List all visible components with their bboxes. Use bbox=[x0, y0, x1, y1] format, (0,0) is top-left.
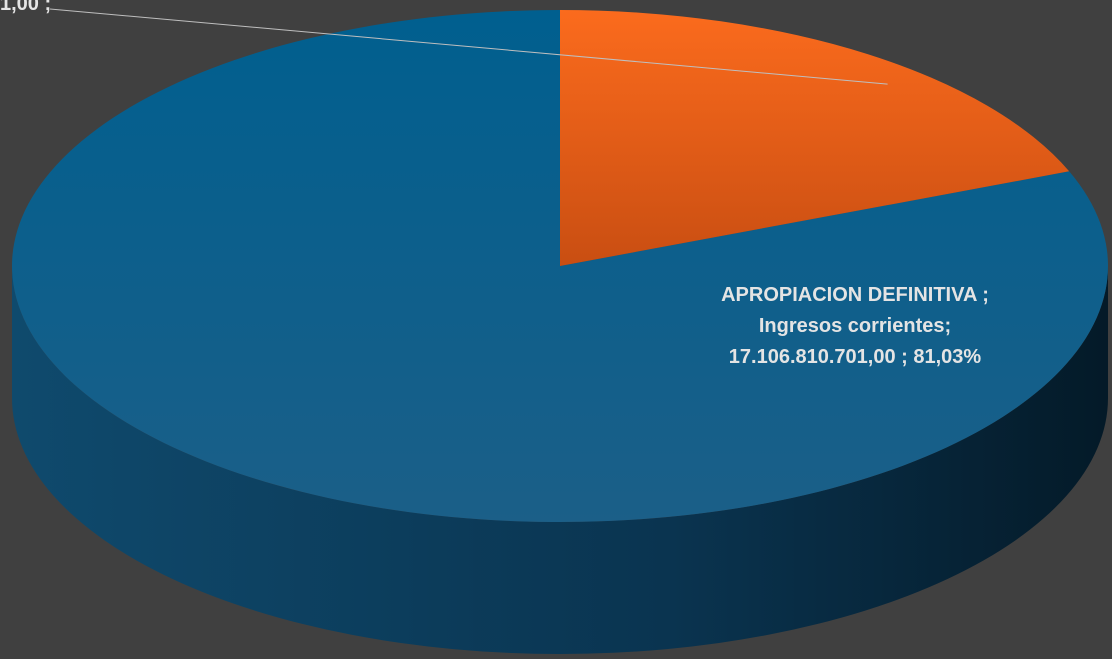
pie-slice bbox=[560, 10, 1070, 266]
slice-label: APROPIACION DEFINITIVA ; Ingresos corrie… bbox=[721, 284, 989, 368]
pie-side bbox=[12, 266, 1108, 654]
slice-label: 1,00 ; bbox=[0, 0, 52, 15]
leader-line bbox=[49, 8, 888, 85]
